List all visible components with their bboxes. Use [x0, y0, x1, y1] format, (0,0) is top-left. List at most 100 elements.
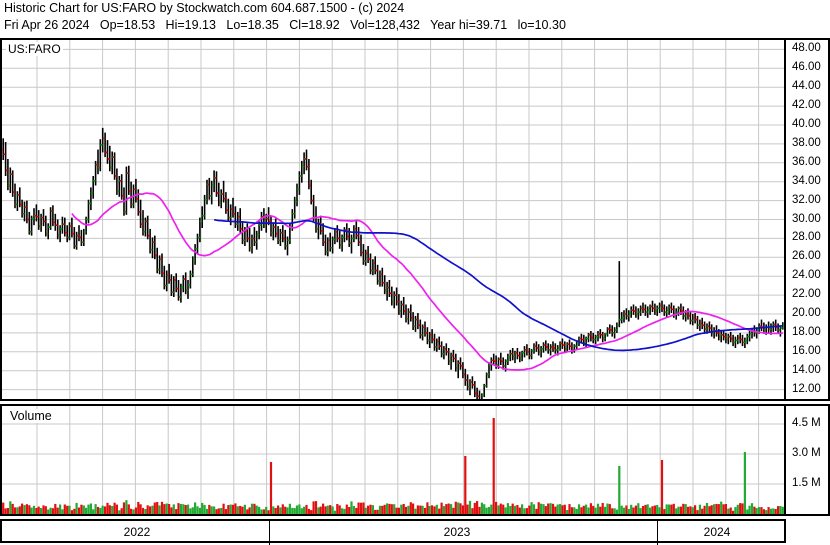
volume-bar: [715, 503, 718, 514]
volume-bar: [502, 504, 505, 514]
volume-bar: [691, 507, 694, 514]
volume-bar: [601, 503, 604, 514]
volume-bar: [487, 507, 491, 514]
volume-bar: [106, 502, 109, 514]
volume-bar: [44, 506, 47, 514]
volume-bar: [727, 508, 730, 514]
volume-bar: [495, 501, 498, 514]
volume-bar: [118, 510, 121, 514]
volume-bar: [641, 506, 645, 514]
volume-bar: [615, 509, 618, 514]
volume-bar: [689, 506, 692, 514]
volume-bar: [203, 504, 206, 514]
volume-bar: [765, 510, 768, 514]
volume-bar: [49, 507, 52, 514]
volume-bar: [291, 507, 294, 514]
volume-bar: [369, 504, 372, 514]
volume-bar: [750, 503, 754, 514]
volume-bar: [717, 504, 720, 514]
volume-bar: [80, 504, 83, 514]
volume-bar: [11, 503, 14, 514]
volume-bar: [196, 506, 199, 514]
volume-bar: [298, 504, 301, 514]
volume-bar: [459, 503, 462, 514]
volume-bar: [66, 505, 69, 514]
volume-bar: [608, 504, 611, 514]
volume-bar: [561, 505, 564, 514]
price-tick-label: 48.00: [792, 42, 821, 55]
volume-bar: [258, 506, 261, 514]
volume-bar: [402, 504, 405, 514]
volume-bar: [620, 505, 623, 514]
volume-bar: [703, 505, 706, 514]
price-tick-label: 46.00: [792, 61, 821, 74]
volume-bar: [781, 506, 784, 514]
volume-bar: [108, 505, 111, 514]
volume-label: Volume: [8, 409, 54, 423]
volume-bar: [21, 503, 24, 514]
date-axis: 2022 2023 2024: [0, 519, 786, 545]
volume-bar: [295, 505, 299, 514]
volume-bar: [532, 504, 536, 514]
volume-bar: [720, 501, 723, 514]
volume-bar: [163, 504, 166, 514]
volume-bar: [660, 460, 664, 514]
volume-bar: [73, 508, 76, 514]
year-label: 2023: [443, 525, 471, 539]
volume-bar: [509, 506, 512, 514]
volume-bar: [189, 508, 192, 514]
volume-bar: [672, 503, 675, 514]
volume-bar: [468, 500, 472, 514]
volume-bar: [625, 505, 628, 514]
volume-bar: [748, 505, 751, 514]
volume-bar: [130, 508, 133, 514]
volume-bar: [736, 504, 739, 514]
volume-bar: [457, 502, 460, 514]
volume-bar: [521, 504, 524, 514]
volume-bar: [184, 505, 187, 514]
volume-bar: [331, 506, 334, 514]
volume-bar: [85, 507, 88, 514]
volume-bar: [59, 504, 62, 514]
volume-bar: [506, 503, 509, 514]
volume-bar: [305, 504, 308, 514]
volume-bar: [94, 504, 97, 514]
volume-bar: [165, 503, 168, 514]
volume-bar: [338, 505, 341, 514]
volume-bar: [409, 502, 412, 514]
volume-bar: [208, 504, 211, 514]
volume-bar: [47, 509, 50, 514]
volume-bar: [594, 507, 597, 514]
volume-bar: [329, 505, 332, 514]
price-chart-panel[interactable]: US:FARO: [0, 38, 786, 401]
volume-plot-area[interactable]: [2, 406, 784, 514]
volume-bar: [530, 502, 533, 514]
volume-bar: [2, 502, 5, 514]
volume-bar: [87, 504, 90, 514]
price-tick-label: 36.00: [792, 155, 821, 168]
volume-bar: [215, 509, 218, 514]
year-separator: [657, 521, 658, 545]
volume-bar: [293, 508, 296, 514]
volume-bar: [274, 508, 277, 514]
volume-bar: [653, 505, 656, 514]
volume-bar: [549, 503, 552, 514]
volume-bar: [137, 501, 140, 514]
volume-bar: [644, 504, 647, 514]
header-quote-line: Fri Apr 26 2024 Op=18.53 Hi=19.13 Lo=18.…: [4, 18, 566, 32]
volume-bar: [732, 510, 735, 514]
volume-bar: [682, 503, 685, 514]
volume-bar: [288, 503, 291, 514]
price-plot-area[interactable]: [2, 40, 784, 399]
volume-bar: [400, 504, 403, 514]
volume-bar: [201, 502, 204, 514]
header-title-line: Historic Chart for US:FARO by Stockwatch…: [4, 1, 405, 15]
volume-bar: [743, 452, 746, 514]
volume-bar: [220, 508, 223, 514]
volume-bar: [677, 506, 680, 514]
volume-bar: [511, 503, 514, 514]
volume-bar: [762, 509, 765, 514]
volume-bar: [77, 507, 81, 514]
volume-chart-panel[interactable]: Volume: [0, 404, 786, 516]
